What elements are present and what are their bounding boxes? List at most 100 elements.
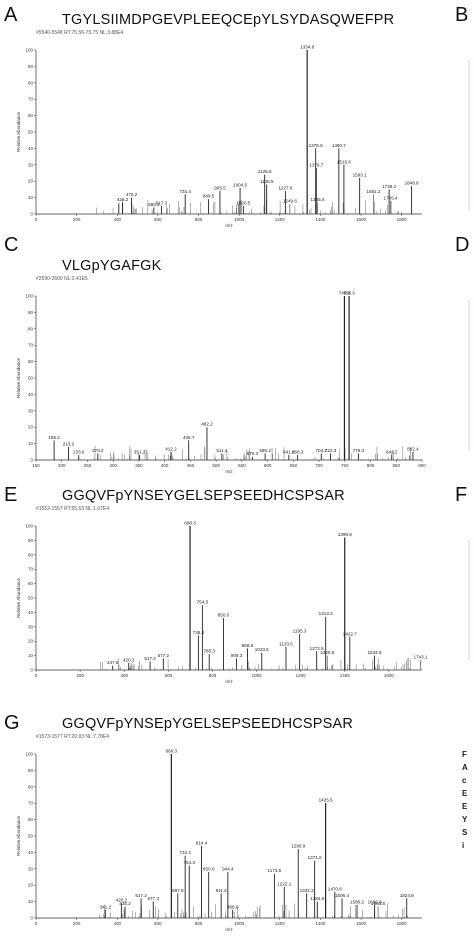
peak-label: 849.5 [203, 194, 215, 199]
peak-label: 658.3 [292, 450, 304, 455]
x-tick-label: 1800 [397, 217, 408, 222]
peak-label: 470.2 [126, 192, 138, 197]
y-tick-label: 100 [25, 752, 33, 757]
peptide-sequence-a: TGYLSIIMDPGEVPLEEQCEpYLSYDASQWEFPR [62, 12, 395, 28]
noise-peaks [93, 445, 411, 460]
caption-line: S [462, 828, 468, 837]
x-tick-label: 800 [367, 463, 375, 468]
x-tick-label: 800 [195, 921, 203, 926]
caption-line: A [462, 763, 468, 772]
x-tick-label: 600 [154, 921, 162, 926]
peak-label: 734.2 [179, 850, 191, 855]
peak-label: 420.3 [123, 657, 135, 662]
y-tick-label: 30 [28, 624, 34, 629]
peak-label: 1593.1 [353, 172, 367, 177]
peak-label: 734.4 [179, 189, 191, 194]
x-tick-label: 1000 [234, 921, 245, 926]
peak-label: 1848.8 [405, 181, 419, 186]
peak-label: 666.3 [166, 749, 178, 754]
peak-label: 814.4 [196, 840, 208, 845]
peak-label: 776.3 [353, 448, 365, 453]
x-tick-label: 1200 [275, 217, 286, 222]
peak-label: 1320.5 [320, 650, 334, 655]
x-tick-label: 0 [35, 673, 38, 678]
y-tick-label: 90 [28, 64, 34, 69]
y-tick-label: 80 [28, 326, 34, 331]
x-tick-label: 500 [212, 463, 220, 468]
peak-label: 341.2 [100, 904, 112, 909]
caption-line: i [462, 841, 465, 850]
y-tick-label: 100 [25, 294, 33, 299]
caption-line: c [462, 776, 467, 785]
peak-label: 905.5 [214, 186, 226, 191]
x-axis-label: m/z [225, 679, 233, 684]
peak-label: 1379.7 [309, 163, 323, 168]
peak-label: 641.2 [283, 450, 295, 455]
peak-label: 1135.5 [260, 179, 274, 184]
peak-label: 1425.5 [319, 798, 333, 803]
peak-label: 1515.6 [337, 159, 351, 164]
y-tick-label: 0 [30, 458, 33, 463]
y-tick-label: 10 [28, 441, 34, 446]
x-tick-label: 850 [393, 463, 401, 468]
panel-letter-g: G [4, 712, 20, 734]
x-tick-label: 750 [341, 463, 349, 468]
x-axis-label: m/z [225, 223, 233, 228]
x-tick-label: 700 [315, 463, 323, 468]
x-tick-label: 400 [114, 217, 122, 222]
x-tick-label: 1000 [252, 673, 263, 678]
peak-label: 420.2 [116, 898, 128, 903]
y-axis-label: Relative Abundance [16, 577, 21, 618]
peak-label: 1376.6 [309, 143, 323, 148]
x-tick-label: 800 [195, 217, 203, 222]
peak-label: 882.4 [407, 446, 419, 451]
peak-label: 1195.3 [293, 629, 307, 634]
peak-label: 722.3 [325, 448, 337, 453]
caption-fragment: F A c E E Y S i [462, 748, 468, 852]
peak-label: 1004.5 [233, 182, 247, 187]
panel-letter-d: D [455, 234, 470, 256]
caption-line: E [462, 802, 468, 811]
peak-label: 1399.8 [338, 532, 352, 537]
peak-label: 511.2 [216, 448, 228, 453]
peak-label: 850.0 [218, 613, 230, 618]
cropped-panel-edge-b [468, 60, 470, 210]
x-tick-label: 600 [264, 463, 272, 468]
peak-label: 911.4 [216, 888, 228, 893]
scan-header-c: #2590-2600 NL:2.41E5 [36, 276, 88, 282]
peak-label: 1506.4 [335, 893, 349, 898]
x-tick-label: 1400 [315, 217, 326, 222]
peak-label: 1580.2 [350, 899, 364, 904]
y-tick-label: 10 [28, 899, 34, 904]
y-axis-label: Relative Abundance [16, 815, 21, 856]
peak-label: 577.2 [158, 653, 170, 658]
y-tick-label: 40 [28, 146, 34, 151]
peak-label: 426.2 [117, 197, 129, 202]
peak-label: 758.3 [343, 291, 355, 296]
peak-label: 1743.1 [413, 654, 427, 659]
y-tick-label: 70 [28, 567, 34, 572]
y-tick-label: 30 [28, 162, 34, 167]
peak-label: 1666.8 [368, 899, 382, 904]
peak-label: 1227.6 [278, 186, 292, 191]
x-tick-label: 900 [418, 463, 426, 468]
peak-label: 213.2 [63, 441, 75, 446]
y-axis-label: Relative Abundance [16, 111, 21, 152]
x-tick-label: 600 [165, 673, 173, 678]
peak-label: 1290.9 [291, 844, 305, 849]
y-tick-label: 90 [28, 310, 34, 315]
y-tick-label: 50 [28, 596, 34, 601]
peak-label: 1222.1 [277, 881, 291, 886]
x-tick-label: 400 [120, 673, 128, 678]
peak-label: 1332.3 [300, 888, 314, 893]
peak-label: 704.2 [315, 448, 327, 453]
cropped-panel-edge-f [468, 540, 470, 660]
peak-label: 1661.2 [366, 189, 380, 194]
x-tick-label: 450 [187, 463, 195, 468]
x-axis-label: m/z [225, 927, 233, 932]
peak-label: 1422.7 [343, 631, 357, 636]
peak-label: 697.9 [172, 888, 184, 893]
x-tick-label: 800 [209, 673, 217, 678]
x-tick-label: 1200 [275, 921, 286, 926]
peak-label: 577.3 [148, 896, 160, 901]
